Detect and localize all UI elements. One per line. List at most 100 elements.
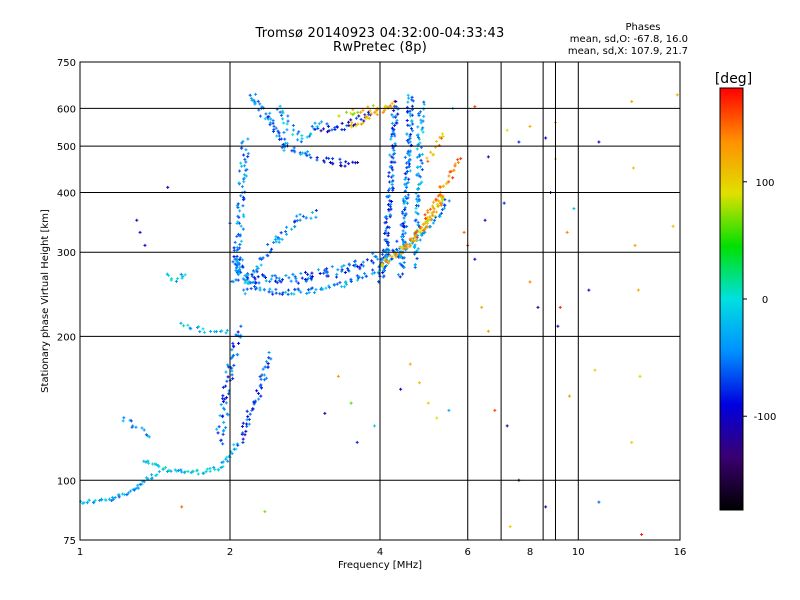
- trace-5-marker: [274, 287, 278, 291]
- trace-17-marker: [413, 263, 417, 267]
- trace-14-marker: [356, 110, 360, 114]
- trace-3-marker: [262, 373, 266, 377]
- trace-15-marker: [385, 194, 389, 198]
- trace-5-marker: [243, 278, 247, 282]
- trace-19-marker: [425, 216, 429, 220]
- trace-7-marker: [236, 220, 240, 224]
- trace-0-marker: [113, 495, 117, 499]
- trace-9-marker: [283, 137, 287, 141]
- trace-15-marker: [391, 146, 395, 150]
- trace-16-marker: [405, 169, 409, 173]
- trace-9-marker: [271, 119, 275, 123]
- trace-7-marker: [239, 239, 243, 243]
- trace-6-marker: [361, 264, 365, 268]
- scatter-point: [336, 374, 340, 378]
- trace-11-marker: [333, 126, 337, 130]
- trace-16-marker: [408, 153, 412, 157]
- trace-21-marker: [180, 276, 184, 280]
- trace-2-marker: [221, 442, 225, 446]
- trace-3-marker: [241, 421, 245, 425]
- trace-15-marker: [390, 132, 394, 136]
- trace-3-marker: [245, 409, 249, 413]
- trace-19-marker: [424, 217, 428, 221]
- trace-15-marker: [386, 234, 390, 238]
- trace-16-marker: [408, 140, 412, 144]
- trace-7-marker: [242, 173, 246, 177]
- trace-7-marker: [232, 280, 236, 284]
- trace-5-marker: [305, 292, 309, 296]
- trace-15-marker: [393, 105, 397, 109]
- trace-10-marker: [319, 120, 323, 124]
- trace-5-marker: [355, 278, 359, 282]
- trace-17-marker: [415, 197, 419, 201]
- trace-3-marker: [252, 400, 256, 404]
- trace-21-marker: [179, 272, 183, 276]
- trace-11-marker: [353, 122, 357, 126]
- trace-17-marker: [422, 102, 426, 106]
- trace-13-marker: [354, 124, 358, 128]
- trace-1-marker: [169, 469, 173, 473]
- trace-15-marker: [386, 189, 390, 193]
- scatter-point: [166, 185, 170, 189]
- trace-16-marker: [402, 265, 406, 269]
- trace-22-marker: [201, 327, 205, 331]
- trace-17-marker: [418, 165, 422, 169]
- trace-6-marker: [269, 277, 273, 281]
- trace-18-marker: [383, 257, 387, 261]
- trace-16-marker: [402, 239, 406, 243]
- stats-phase-o: mean, sd,O: -67.8, 16.0: [569, 34, 688, 45]
- trace-16-marker: [406, 151, 410, 155]
- trace-19-marker: [452, 169, 456, 173]
- trace-16-marker: [405, 139, 409, 143]
- trace-4-marker: [142, 428, 146, 432]
- scatter-point: [505, 128, 509, 132]
- trace-5-marker: [312, 291, 316, 295]
- trace-11-marker: [327, 129, 331, 133]
- trace-5-marker: [247, 282, 251, 286]
- trace-16-marker: [407, 96, 411, 100]
- trace-7-marker: [246, 137, 250, 141]
- x-tick-label: 10: [572, 547, 585, 558]
- trace-0-marker: [87, 498, 91, 502]
- trace-16-marker: [407, 162, 411, 166]
- trace-5-marker: [324, 286, 328, 290]
- trace-8-marker: [266, 242, 270, 246]
- scatter-point: [597, 140, 601, 144]
- trace-15-marker: [385, 255, 389, 259]
- trace-6-marker: [287, 276, 291, 280]
- trace-9-marker: [258, 114, 262, 118]
- trace-5-marker: [286, 288, 290, 292]
- trace-21-marker: [181, 274, 185, 278]
- trace-21-marker: [174, 279, 178, 283]
- trace-3-marker: [259, 386, 263, 390]
- trace-17-marker: [417, 183, 421, 187]
- trace-5-marker: [284, 290, 288, 294]
- trace-16-marker: [406, 93, 410, 97]
- trace-19-marker: [413, 236, 417, 240]
- trace-0-marker: [157, 470, 161, 474]
- trace-16-marker: [401, 225, 405, 229]
- scatter-point: [671, 224, 675, 228]
- scatter-point: [143, 243, 147, 247]
- trace-9-marker: [293, 150, 297, 154]
- scatter-point: [597, 500, 601, 504]
- trace-7-marker: [238, 169, 242, 173]
- trace-3-marker: [266, 362, 270, 366]
- trace-1-marker: [225, 455, 229, 459]
- trace-0-marker: [85, 501, 89, 505]
- trace-1-marker: [175, 469, 179, 473]
- trace-6-marker: [374, 255, 378, 259]
- trace-16-marker: [409, 132, 413, 136]
- trace-4-marker: [121, 419, 125, 423]
- trace-5-marker: [443, 203, 447, 207]
- trace-19-marker: [421, 222, 425, 226]
- trace-9-marker: [278, 137, 282, 141]
- scatter-point: [638, 374, 642, 378]
- trace-7-marker: [241, 139, 245, 143]
- trace-6-marker: [273, 274, 277, 278]
- scatter-point: [675, 93, 679, 97]
- trace-5-marker: [364, 274, 368, 278]
- trace-10-marker: [296, 138, 300, 142]
- trace-17-marker: [419, 121, 423, 125]
- trace-0-marker: [128, 489, 132, 493]
